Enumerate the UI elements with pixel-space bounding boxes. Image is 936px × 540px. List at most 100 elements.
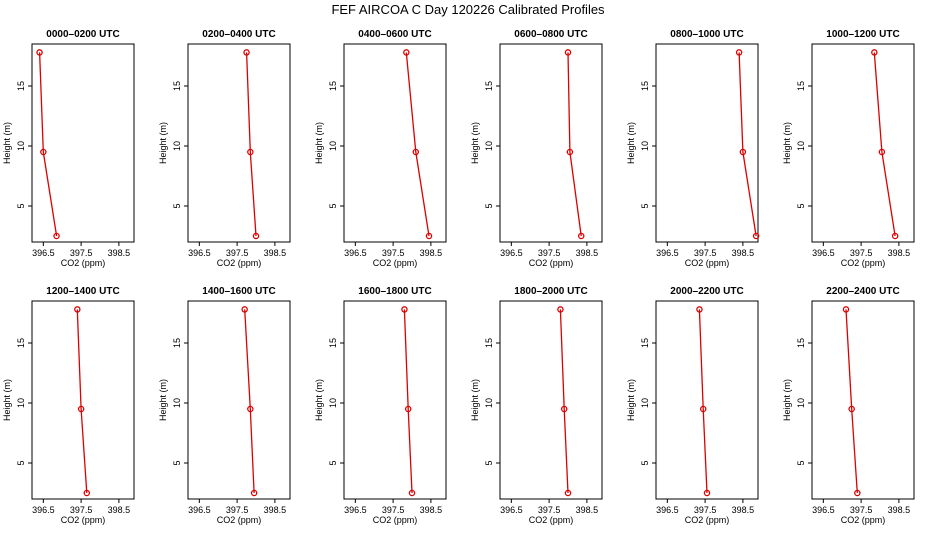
panel-title: 1600–1800 UTC (358, 286, 431, 297)
y-tick-label: 10 (16, 141, 26, 151)
data-point (564, 489, 572, 497)
y-tick-label: 15 (328, 81, 338, 91)
y-axis-label: Height (m) (470, 122, 480, 164)
x-tick-label: 396.5 (344, 248, 367, 258)
y-axis-label: Height (m) (782, 379, 792, 421)
data-point (247, 405, 254, 413)
y-axis-label: Height (m) (314, 379, 324, 421)
x-tick-label: 396.5 (656, 248, 679, 258)
profile-line (403, 309, 413, 494)
x-tick-label: 398.5 (108, 505, 131, 515)
data-point (412, 148, 420, 156)
x-tick-label: 398.5 (888, 505, 911, 515)
y-axis-label: Height (m) (2, 379, 12, 421)
y-axis-label: Height (m) (626, 379, 636, 421)
x-axis-label: CO2 (ppm) (529, 258, 574, 268)
profile-line (559, 309, 569, 494)
data-point (36, 49, 43, 56)
profile-line (738, 52, 757, 237)
y-tick-label: 15 (640, 338, 650, 348)
x-tick-label: 398.5 (576, 248, 599, 258)
y-tick-label: 15 (484, 338, 494, 348)
data-point (77, 405, 85, 413)
panel-title: 2000–2200 UTC (670, 286, 743, 297)
profile-line (405, 52, 430, 237)
x-tick-label: 397.5 (850, 505, 873, 515)
data-point (842, 306, 850, 313)
y-tick-label: 10 (796, 141, 806, 151)
x-tick-label: 397.5 (538, 505, 561, 515)
data-point (241, 306, 248, 313)
profile-line (245, 52, 257, 237)
y-tick-label: 5 (16, 460, 26, 465)
panel-title: 0000–0200 UTC (46, 29, 119, 40)
data-point (878, 148, 886, 156)
data-point (53, 232, 60, 240)
plot-frame (343, 43, 447, 243)
y-axis-label: Height (m) (158, 122, 168, 164)
data-point (250, 489, 258, 497)
x-tick-label: 397.5 (538, 248, 561, 258)
data-point (252, 232, 260, 240)
y-tick-label: 15 (172, 81, 182, 91)
y-tick-label: 5 (328, 203, 338, 208)
profile-line (567, 52, 582, 237)
x-tick-label: 397.5 (850, 248, 873, 258)
plot-frame (343, 300, 447, 500)
panel-7: 1200–1400 UTC 396.5 397.5 398.5 5 10 15 CO2 (pp… (2, 286, 135, 525)
data-point (566, 148, 574, 156)
x-axis-label: CO2 (ppm) (685, 258, 730, 268)
panel-title: 0800–1000 UTC (670, 29, 743, 40)
x-axis-label: CO2 (ppm) (841, 515, 886, 525)
x-tick-label: 398.5 (576, 505, 599, 515)
y-tick-label: 5 (328, 460, 338, 465)
data-point (703, 489, 711, 497)
x-tick-label: 396.5 (32, 505, 55, 515)
x-tick-label: 396.5 (656, 505, 679, 515)
panel-1: 0000–0200 UTC 396.5 397.5 398.5 5 10 15 CO2 (pp… (2, 29, 135, 268)
data-point (404, 405, 412, 413)
y-tick-label: 5 (172, 203, 182, 208)
x-axis-label: CO2 (ppm) (217, 258, 262, 268)
x-tick-label: 398.5 (732, 505, 755, 515)
profile-line (698, 309, 708, 494)
x-tick-label: 398.5 (264, 248, 287, 258)
plot-frame (499, 43, 603, 243)
x-axis-label: CO2 (ppm) (529, 515, 574, 525)
panel-4: 0600–0800 UTC 396.5 397.5 398.5 5 10 15 CO2 (pp… (470, 29, 603, 268)
y-tick-label: 10 (640, 141, 650, 151)
y-axis-label: Height (m) (782, 122, 792, 164)
x-axis-label: CO2 (ppm) (373, 258, 418, 268)
y-tick-label: 15 (16, 81, 26, 91)
y-tick-label: 10 (796, 398, 806, 408)
x-tick-label: 396.5 (812, 248, 835, 258)
x-tick-label: 396.5 (188, 248, 211, 258)
panel-title: 1800–2000 UTC (514, 286, 587, 297)
x-tick-label: 396.5 (32, 248, 55, 258)
x-tick-label: 398.5 (264, 505, 287, 515)
profile-line (845, 309, 858, 494)
plot-frame (187, 300, 291, 500)
y-tick-label: 5 (640, 460, 650, 465)
data-point (403, 49, 410, 56)
y-tick-label: 5 (484, 460, 494, 465)
data-point (752, 232, 760, 240)
y-tick-label: 15 (484, 81, 494, 91)
x-tick-label: 398.5 (108, 248, 131, 258)
y-tick-label: 10 (484, 398, 494, 408)
panel-3: 0400–0600 UTC 396.5 397.5 398.5 5 10 15 CO2 (pp… (314, 29, 447, 268)
y-tick-label: 10 (640, 398, 650, 408)
x-tick-label: 396.5 (500, 248, 523, 258)
y-axis-label: Height (m) (470, 379, 480, 421)
data-point (735, 49, 743, 56)
x-tick-label: 396.5 (188, 505, 211, 515)
plot-frame (31, 43, 135, 243)
y-tick-label: 10 (328, 141, 338, 151)
data-point (557, 306, 564, 313)
panel-6: 1000–1200 UTC 396.5 397.5 398.5 5 10 15 CO2 (pp… (782, 29, 915, 268)
x-tick-label: 397.5 (70, 505, 93, 515)
x-axis-label: CO2 (ppm) (373, 515, 418, 525)
panel-5: 0800–1000 UTC 396.5 397.5 398.5 5 10 15 CO2 (pp… (626, 29, 760, 268)
data-point (854, 489, 861, 497)
